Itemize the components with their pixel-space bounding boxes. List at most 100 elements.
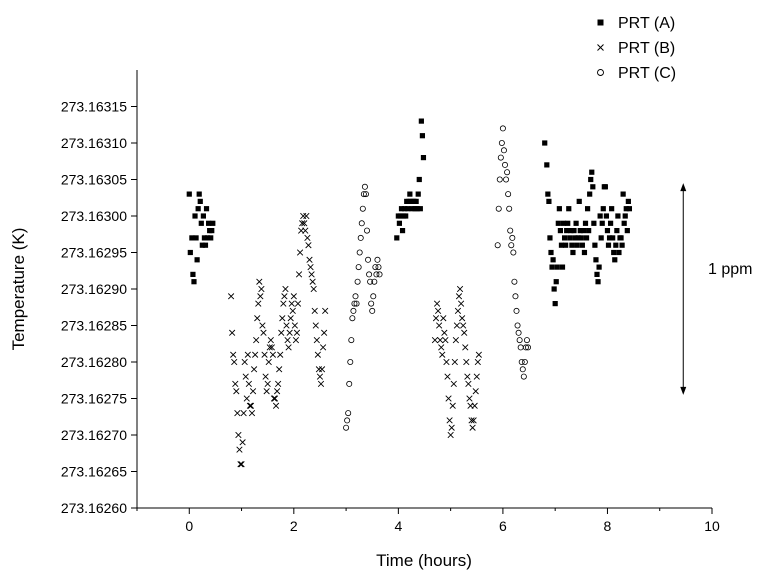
data-point-cross	[471, 402, 478, 409]
data-point-circle	[344, 417, 351, 424]
data-point-square	[198, 220, 204, 226]
data-point-square	[202, 242, 209, 248]
data-point-square	[621, 220, 627, 226]
y-tick-label: 273.16270	[61, 427, 127, 443]
data-point-cross	[459, 315, 466, 322]
y-tick-label: 273.16300	[61, 208, 127, 224]
data-point-cross	[269, 351, 277, 358]
data-point-square	[577, 228, 583, 234]
data-point-cross	[302, 227, 309, 234]
data-point-cross	[438, 344, 445, 351]
data-point-square	[186, 191, 192, 197]
data-point-cross	[254, 315, 261, 322]
data-point-square	[563, 242, 569, 248]
data-point-cross	[247, 402, 255, 409]
data-point-square	[576, 198, 582, 204]
legend-label-b: PRT (B)	[618, 40, 675, 57]
data-point-square	[556, 206, 562, 212]
data-point-cross	[304, 234, 311, 242]
data-point-circle	[351, 300, 358, 307]
data-point-cross	[313, 336, 320, 344]
data-point-circle	[500, 147, 507, 154]
data-point-cross	[235, 431, 242, 439]
data-point-cross	[233, 388, 240, 395]
data-point-square	[394, 235, 400, 241]
data-point-square	[417, 206, 423, 212]
data-point-square	[206, 220, 212, 226]
data-point-circle	[349, 315, 356, 322]
x-axis-ticks: 0 2 4 6 8 10	[136, 508, 720, 534]
data-point-cross	[237, 461, 244, 468]
data-point-square	[564, 228, 570, 234]
data-point-circle	[518, 358, 525, 365]
data-point-square	[594, 271, 600, 277]
data-point-square	[610, 235, 616, 241]
data-point-square	[413, 198, 419, 204]
data-point-cross	[257, 293, 264, 300]
data-point-square	[190, 271, 196, 277]
data-point-circle	[498, 139, 505, 146]
data-point-cross	[449, 402, 456, 409]
data-point-cross	[312, 322, 319, 329]
data-point-cross	[317, 380, 325, 388]
data-point-cross	[262, 373, 269, 380]
data-point-circle	[520, 373, 527, 380]
data-point-cross	[287, 315, 294, 322]
data-point-circle	[516, 337, 523, 344]
data-point-cross	[241, 358, 248, 366]
data-point-square	[195, 206, 201, 212]
data-point-cross	[439, 351, 446, 358]
data-point-cross	[450, 380, 457, 388]
data-point-square	[548, 249, 554, 256]
data-point-square	[407, 191, 413, 197]
data-point-circle	[348, 337, 355, 344]
data-point-square	[625, 198, 631, 204]
data-point-square	[402, 206, 408, 212]
data-point-circle	[367, 278, 374, 285]
data-point-cross	[260, 329, 267, 336]
data-point-square	[196, 191, 202, 197]
data-point-cross	[258, 285, 265, 293]
data-point-square	[596, 264, 602, 270]
data-point-cross	[243, 395, 250, 402]
data-point-square	[584, 206, 591, 212]
data-point-cross	[242, 373, 249, 380]
data-point-cross	[447, 431, 454, 439]
data-point-cross	[272, 402, 280, 409]
data-point-square	[396, 220, 403, 226]
series-c	[343, 125, 532, 431]
data-point-cross	[469, 424, 476, 431]
legend-item-a: PRT (A)	[597, 15, 675, 32]
data-point-square	[603, 213, 610, 219]
data-point-square	[201, 235, 208, 241]
data-point-square	[187, 249, 193, 256]
data-point-cross	[238, 461, 245, 468]
data-point-cross	[465, 380, 472, 388]
data-point-cross	[319, 344, 327, 351]
data-point-cross	[316, 373, 324, 380]
data-point-square	[607, 220, 614, 226]
data-point-cross	[265, 358, 272, 366]
data-point-cross	[231, 358, 238, 366]
data-point-circle	[511, 278, 518, 285]
data-point-square	[553, 279, 559, 285]
data-point-circle	[525, 344, 532, 351]
data-point-cross	[292, 336, 300, 344]
data-point-square	[580, 228, 587, 234]
data-point-circle	[522, 344, 529, 351]
data-point-cross	[445, 395, 452, 402]
data-point-cross	[306, 256, 313, 263]
data-point-square	[569, 242, 575, 248]
data-point-square	[550, 257, 556, 263]
data-point-square	[618, 235, 624, 241]
y-tick-label: 273.16285	[61, 318, 127, 334]
data-point-square	[415, 191, 421, 197]
y-tick-label: 273.16295	[61, 245, 127, 261]
data-point-square	[566, 206, 572, 212]
data-point-circle	[504, 169, 511, 176]
data-point-circle	[370, 293, 377, 300]
data-point-square	[595, 279, 601, 285]
data-point-cross	[267, 336, 274, 344]
data-point-square	[600, 206, 606, 212]
data-point-cross	[470, 417, 477, 424]
